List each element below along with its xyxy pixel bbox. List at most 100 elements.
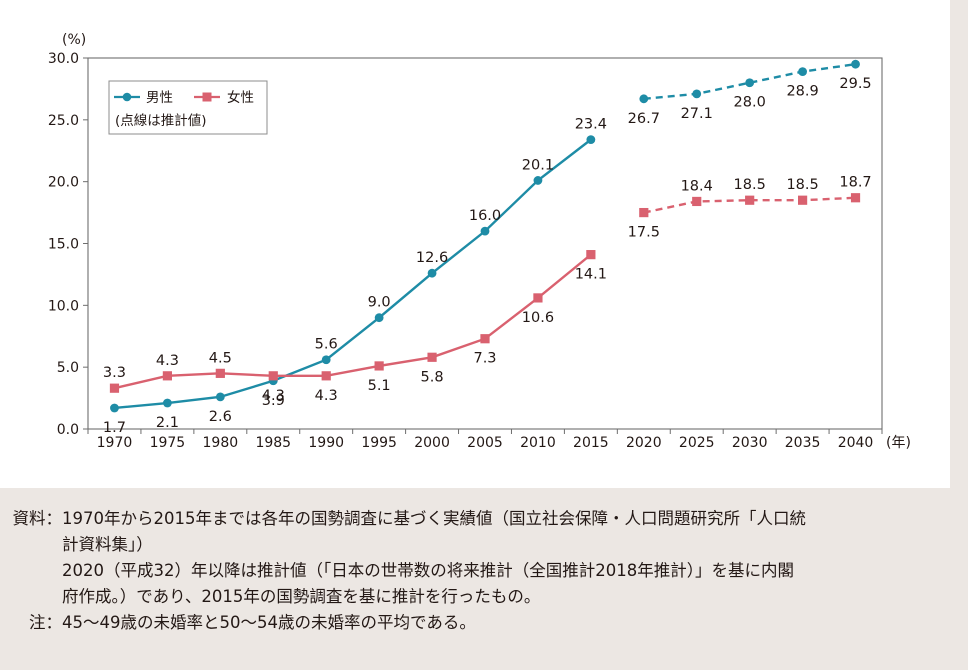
legend-note: (点線は推計値): [115, 113, 207, 129]
data-point: [798, 195, 808, 205]
data-label: 27.1: [681, 106, 713, 122]
source-row-4: 府作成。）であり、2015年の国勢調査を基に推計を行ったもの。: [0, 584, 968, 610]
source-line-3: 2020（平成32）年以降は推計値（「日本の世帯数の将来推計（全国推計2018年…: [62, 561, 794, 580]
data-label: 9.0: [368, 295, 391, 311]
data-label: 2.6: [209, 409, 232, 425]
data-label: 5.1: [368, 378, 391, 394]
data-label: 26.7: [628, 111, 660, 127]
data-label: 1.7: [103, 420, 126, 436]
legend-box: [108, 80, 268, 135]
data-point: [215, 392, 225, 402]
note-row: 注： 45〜49歳の未婚率と50〜54歳の未婚率の平均である。: [0, 610, 968, 636]
axes: 0.0 5.0 10.0 15.0 20.0 25.0 30.0 1970 1975 1980 19…: [48, 51, 883, 451]
data-label: 4.3: [156, 353, 179, 369]
data-point: [851, 59, 860, 69]
series-line-actual-0: [114, 138, 592, 410]
data-label: 3.3: [103, 365, 126, 381]
note-line: 45〜49歳の未婚率と50〜54歳の未婚率の平均である。: [62, 613, 476, 632]
y-tick-label: 5.0: [57, 360, 79, 376]
data-point: [480, 334, 490, 344]
data-label: 28.9: [786, 84, 818, 100]
legend-label-male: 男性: [146, 90, 173, 106]
legend-label-female: 女性: [227, 89, 254, 106]
y-tick-label: 0.0: [57, 422, 79, 438]
data-point: [110, 403, 119, 413]
data-label: 18.5: [786, 177, 818, 193]
data-point: [586, 250, 596, 260]
note-head: 注：: [29, 613, 62, 632]
line-chart: 0.0 5.0 10.0 15.0 20.0 25.0 30.0 1970 1975 1980 19…: [48, 32, 911, 451]
y-tick-label: 30.0: [48, 51, 79, 67]
data-label: 7.3: [473, 351, 496, 367]
data-point: [798, 67, 807, 77]
data-label: 4.3: [262, 388, 285, 404]
x-tick-label: 2010: [520, 435, 556, 451]
data-label: 4.3: [315, 388, 338, 404]
data-label: 10.6: [522, 310, 554, 326]
source-row-3: 2020（平成32）年以降は推計値（「日本の世帯数の将来推計（全国推計2018年…: [0, 558, 968, 584]
data-point: [321, 355, 331, 365]
series-layer: [109, 59, 861, 413]
x-tick-label: 1995: [361, 435, 397, 451]
x-tick-label: 1975: [150, 435, 186, 451]
data-label: 4.5: [209, 350, 232, 366]
legend-swatch-female-marker: [202, 92, 212, 102]
data-label: 16.0: [469, 208, 501, 224]
data-point: [480, 226, 490, 236]
source-line-1: 1970年から2015年までは各年の国勢調査に基づく実績値（国立社会保障・人口問…: [62, 509, 806, 528]
data-point: [639, 94, 649, 104]
x-tick-label: 2035: [785, 435, 821, 451]
data-label: 18.4: [681, 178, 713, 194]
legend: 男性 女性 (点線は推計値): [108, 80, 268, 135]
data-point: [109, 383, 120, 393]
data-point: [374, 361, 384, 371]
data-point: [321, 371, 331, 381]
data-point: [533, 176, 543, 185]
data-label: 5.6: [315, 337, 338, 353]
data-point: [692, 196, 702, 207]
x-tick-label: 2040: [838, 435, 874, 451]
notes: 資料： 1970年から2015年までは各年の国勢調査に基づく実績値（国立社会保障…: [0, 506, 968, 636]
data-label: 2.1: [156, 415, 179, 431]
y-tick-label: 20.0: [48, 175, 79, 191]
data-label: 12.6: [416, 250, 448, 266]
x-tick-label: 2015: [573, 435, 609, 451]
chart-panel: 0.0 5.0 10.0 15.0 20.0 25.0 30.0 1970 1975 1980 19…: [0, 0, 950, 488]
x-unit-label: (年): [886, 435, 911, 451]
series-line-actual-1: [114, 253, 592, 390]
x-tick-label: 2000: [414, 435, 450, 451]
data-point: [586, 135, 596, 145]
data-label: 29.5: [839, 76, 871, 92]
source-line-2: 計資料集」）: [62, 535, 153, 554]
data-point: [163, 398, 172, 408]
data-point: [850, 193, 861, 203]
data-point: [692, 89, 702, 99]
data-point: [745, 78, 755, 88]
legend-swatch-male-marker: [122, 92, 132, 102]
data-label: 3.9: [262, 393, 285, 409]
x-tick-label: 2030: [732, 435, 768, 451]
data-label: 5.8: [421, 369, 444, 385]
data-label: 28.0: [734, 95, 766, 111]
data-point: [745, 195, 755, 205]
data-point: [268, 371, 278, 381]
data-label: 23.4: [575, 117, 607, 133]
source-row-1: 資料： 1970年から2015年までは各年の国勢調査に基づく実績値（国立社会保障…: [0, 506, 968, 532]
source-head: 資料：: [12, 509, 63, 528]
y-tick-label: 10.0: [48, 298, 79, 314]
source-row-2: 計資料集」）: [0, 532, 968, 558]
data-label: 17.5: [628, 225, 660, 241]
x-tick-label: 2020: [626, 435, 662, 451]
y-tick-label: 25.0: [48, 113, 79, 129]
y-unit-label: (%): [62, 32, 86, 48]
x-tick-label: 1980: [203, 435, 239, 451]
data-label: 18.7: [839, 175, 871, 191]
source-line-4: 府作成。）であり、2015年の国勢調査を基に推計を行ったもの。: [62, 587, 541, 606]
series-line-projected-1: [643, 196, 856, 214]
y-tick-label: 15.0: [48, 237, 79, 253]
data-point: [427, 352, 437, 362]
data-label: 18.5: [734, 177, 766, 193]
x-tick-label: 2025: [679, 435, 715, 451]
data-point: [533, 293, 543, 303]
data-point: [374, 313, 384, 323]
